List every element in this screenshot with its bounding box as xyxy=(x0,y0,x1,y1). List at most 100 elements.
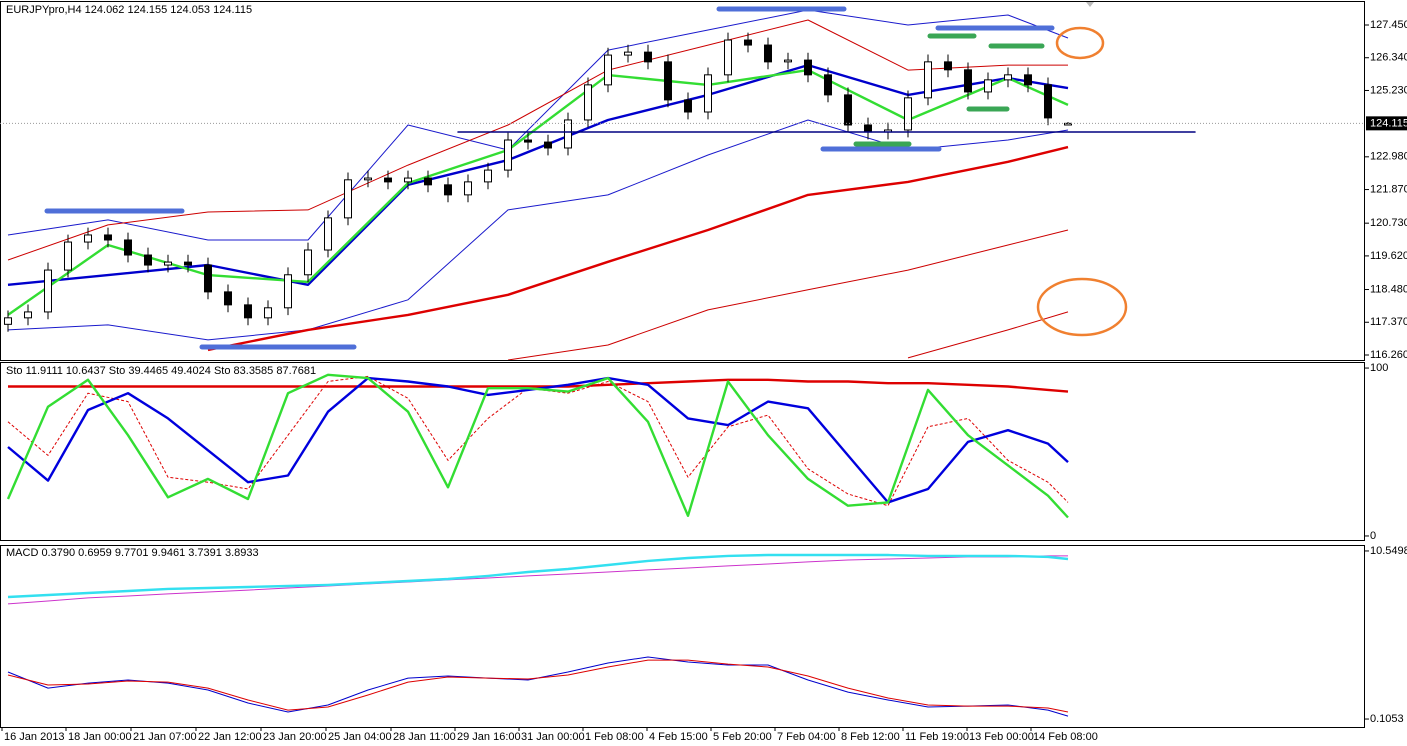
candle-body xyxy=(424,177,432,186)
indicator-line xyxy=(507,229,1069,361)
x-tick-label: 14 Feb 08:00 xyxy=(1033,731,1098,743)
candle-body xyxy=(624,51,632,56)
candle-body xyxy=(764,44,772,63)
target-circle xyxy=(1036,277,1128,337)
y-tick-label: 122.980 xyxy=(1370,151,1407,163)
candle-body xyxy=(604,54,612,86)
candle-body xyxy=(1004,74,1012,81)
indicator-layer xyxy=(6,9,1069,717)
candle-body xyxy=(84,234,92,243)
candle-body xyxy=(404,177,412,183)
title-backdrop xyxy=(2,3,262,17)
x-tick-label: 21 Jan 07:00 xyxy=(133,731,197,743)
target-circle xyxy=(1055,26,1105,60)
candle-body xyxy=(344,179,352,219)
x-tick-label: 7 Feb 04:00 xyxy=(777,731,836,743)
y-tick-label: 119.620 xyxy=(1370,250,1407,262)
candle-body xyxy=(44,269,52,313)
x-tick-label: 29 Jan 16:00 xyxy=(457,731,521,743)
main-title: EURJPYpro,H4 124.062 124.155 124.053 124… xyxy=(6,4,252,16)
x-tick-label: 23 Jan 20:00 xyxy=(263,731,327,743)
candle-body xyxy=(924,61,932,99)
candle-body xyxy=(964,69,972,93)
frames xyxy=(0,1,1365,728)
candle-body xyxy=(204,264,212,293)
candle-body xyxy=(844,94,852,126)
candle-body xyxy=(484,169,492,183)
x-tick-label: 16 Jan 2013 xyxy=(4,731,65,743)
candle-body xyxy=(904,97,912,131)
candle-body xyxy=(1024,74,1032,86)
candle-body xyxy=(464,181,472,196)
candle-body xyxy=(504,139,512,171)
candle-body xyxy=(224,291,232,306)
indicator-line xyxy=(7,68,1069,316)
candle-body xyxy=(564,119,572,149)
y-tick-label: 0 xyxy=(1370,530,1376,542)
candle-body xyxy=(264,307,272,319)
candle-body xyxy=(304,249,312,276)
y-tick-label: 125.230 xyxy=(1370,84,1407,96)
y-tick-label: 117.370 xyxy=(1370,316,1407,328)
indicator-line xyxy=(7,9,1069,241)
candle-body xyxy=(744,39,752,46)
candle-body xyxy=(1044,84,1052,119)
stochastic-title: Sto 11.9111 10.6437 Sto 39.4465 49.4024 … xyxy=(6,365,316,377)
candle-body xyxy=(524,139,532,143)
indicator-line xyxy=(7,555,1068,605)
y-tick-label: 10.5498 xyxy=(1370,545,1407,557)
x-tick-label: 1 Feb 08:00 xyxy=(585,731,644,743)
y-tick-label: 126.340 xyxy=(1370,52,1407,64)
x-tick-label: 28 Jan 11:00 xyxy=(393,731,456,743)
x-tick-label: 18 Jan 00:00 xyxy=(68,731,132,743)
candle-body xyxy=(384,177,392,183)
main-panel-frame xyxy=(0,1,1365,361)
y-tick-label: 118.480 xyxy=(1370,283,1407,295)
x-tick-label: 13 Feb 00:00 xyxy=(969,731,1034,743)
x-tick-label: 5 Feb 20:00 xyxy=(713,731,772,743)
macd-title: MACD 0.3790 0.6959 9.7701 9.9461 3.7391 … xyxy=(6,547,259,559)
x-tick-label: 11 Feb 19:00 xyxy=(905,731,969,743)
candle-body xyxy=(724,39,732,76)
candle-body xyxy=(824,74,832,96)
candle-body xyxy=(164,261,172,266)
candle-body xyxy=(364,177,372,181)
candle-body xyxy=(544,141,552,149)
current-price-label: 124.115 xyxy=(1370,117,1407,129)
candle-body xyxy=(64,241,72,271)
x-tick-label: 25 Jan 04:00 xyxy=(328,731,392,743)
x-tick-label: 22 Jan 12:00 xyxy=(198,731,262,743)
stochastic-panel-frame xyxy=(0,362,1365,541)
axes-layer: 124.115 127.450 126.340 125.230 122.980 121.8… xyxy=(0,19,1407,743)
indicator-line xyxy=(207,145,1069,352)
candle-body xyxy=(444,184,452,196)
y-tick-label: 0.1053 xyxy=(1370,713,1404,725)
current-price-box xyxy=(1366,116,1407,131)
candle-body xyxy=(4,317,12,325)
candle-body xyxy=(984,79,992,93)
indicator-line xyxy=(7,656,1069,717)
candle-body xyxy=(284,274,292,309)
candle-body xyxy=(644,51,652,63)
indicator-line xyxy=(6,373,1069,519)
y-tick-label: 121.870 xyxy=(1370,183,1407,195)
indicator-line xyxy=(7,376,1069,504)
candle-body xyxy=(144,254,152,266)
shift-marker xyxy=(1086,2,1094,7)
macd-panel-frame xyxy=(0,545,1365,728)
candle-body xyxy=(864,124,872,133)
candle-body xyxy=(324,217,332,251)
indicator-line xyxy=(7,659,1069,713)
y-tick-label: 127.450 xyxy=(1370,19,1407,31)
indicator-line xyxy=(7,553,1069,599)
candle-body xyxy=(124,239,132,256)
candle-body xyxy=(584,84,592,121)
x-tick-label: 8 Feb 12:00 xyxy=(841,731,900,743)
y-tick-label: 116.260 xyxy=(1370,349,1407,361)
y-tick-label: 100 xyxy=(1370,362,1388,374)
drawings xyxy=(44,2,1196,350)
candle-body xyxy=(784,59,792,63)
